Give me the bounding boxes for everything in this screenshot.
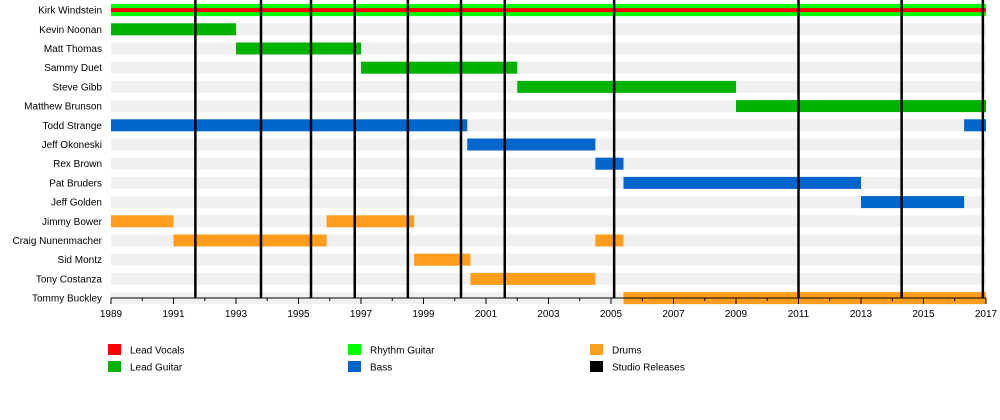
studio-release-line-3 — [353, 0, 356, 298]
legend-swatch-lead-guitar — [108, 361, 121, 372]
member-bars — [111, 4, 986, 305]
legend-swatch-lead-vocals — [108, 344, 121, 355]
x-tick-label-2013: 2013 — [850, 309, 873, 320]
studio-release-line-8 — [797, 0, 800, 298]
studio-release-line-2 — [309, 0, 313, 298]
legend-label-drums: Drums — [612, 346, 641, 357]
member-label-kirk-windstein: Kirk Windstein — [38, 6, 102, 17]
bar-steve-gibb-lead-guitar-0 — [517, 80, 736, 93]
x-tick-label-1999: 1999 — [412, 309, 435, 320]
legend-swatch-bass — [348, 361, 361, 372]
legend-label-lead-vocals: Lead Vocals — [130, 346, 185, 357]
legend-label-lead-guitar: Lead Guitar — [130, 363, 183, 374]
x-axis: 1989 1991 1993 1995 1997 1999 2001 2003 2005 2007… — [100, 297, 998, 320]
x-tick-label-1993: 1993 — [225, 309, 248, 320]
x-tick-label-2001: 2001 — [475, 309, 498, 320]
member-label-rex-brown: Rex Brown — [53, 159, 102, 170]
member-label-kevin-noonan: Kevin Noonan — [39, 25, 102, 36]
studio-release-lines — [194, 0, 985, 298]
row-stripe-kevin-noonan — [111, 23, 986, 36]
member-label-todd-strange: Todd Strange — [43, 121, 103, 132]
row-stripe-sammy-duet — [111, 61, 986, 74]
studio-release-line-9 — [900, 0, 903, 298]
bar-sid-montz-drums-0 — [414, 253, 471, 266]
legend-swatch-drums — [590, 344, 603, 355]
row-stripe-jimmy-bower — [111, 215, 986, 228]
bar-jeff-okoneski-bass-0 — [467, 138, 596, 151]
studio-release-line-0 — [194, 0, 197, 298]
x-tick-label-1997: 1997 — [350, 309, 373, 320]
member-labels: Kirk Windstein Kevin Noonan Matt Thomas Sam… — [13, 6, 103, 305]
bar-craig-nunenmacher-drums-1 — [595, 234, 624, 247]
bar-kirk-windstein-lead-vocals-1 — [111, 8, 986, 13]
bar-matt-thomas-lead-guitar-0 — [236, 42, 361, 55]
member-label-matt-thomas: Matt Thomas — [44, 44, 102, 55]
member-label-pat-bruders: Pat Bruders — [49, 178, 102, 189]
studio-release-line-1 — [259, 0, 263, 298]
x-tick-label-2003: 2003 — [537, 309, 560, 320]
x-tick-label-1995: 1995 — [287, 309, 310, 320]
bar-todd-strange-bass-0 — [111, 119, 468, 132]
studio-release-line-7 — [612, 0, 616, 298]
member-label-tony-costanza: Tony Costanza — [36, 274, 103, 285]
studio-release-line-4 — [406, 0, 410, 298]
legend-swatch-studio-releases — [590, 361, 603, 372]
bar-craig-nunenmacher-drums-0 — [173, 234, 327, 247]
bar-jimmy-bower-drums-0 — [111, 215, 174, 228]
bar-jeff-golden-bass-0 — [861, 196, 965, 209]
member-label-tommy-buckley: Tommy Buckley — [32, 294, 102, 305]
studio-release-line-10 — [981, 0, 985, 298]
x-tick-label-2009: 2009 — [725, 309, 748, 320]
member-label-steve-gibb: Steve Gibb — [53, 82, 103, 93]
studio-release-line-5 — [459, 0, 463, 298]
row-stripe-rex-brown — [111, 157, 986, 170]
bar-kevin-noonan-lead-guitar-0 — [111, 23, 236, 36]
x-tick-label-1991: 1991 — [162, 309, 185, 320]
member-label-jeff-okoneski: Jeff Okoneski — [42, 140, 102, 151]
bar-jimmy-bower-drums-1 — [326, 215, 415, 228]
bar-sammy-duet-lead-guitar-0 — [361, 61, 518, 74]
member-label-matthew-brunson: Matthew Brunson — [24, 102, 102, 113]
legend-label-studio-releases: Studio Releases — [612, 363, 685, 374]
legend: Lead Vocals Lead Guitar Rhythm Guitar Bass D… — [108, 344, 685, 374]
bar-matthew-brunson-lead-guitar-0 — [736, 100, 986, 113]
legend-swatch-rhythm-guitar — [348, 344, 361, 355]
member-label-sammy-duet: Sammy Duet — [44, 63, 102, 74]
row-stripe-sid-montz — [111, 253, 986, 266]
bar-tony-costanza-drums-0 — [470, 272, 596, 285]
legend-label-bass: Bass — [370, 363, 392, 374]
x-tick-label-2011: 2011 — [788, 309, 810, 320]
bar-rex-brown-bass-0 — [595, 157, 624, 170]
bar-pat-bruders-bass-0 — [623, 176, 861, 189]
legend-label-rhythm-guitar: Rhythm Guitar — [370, 346, 435, 357]
x-tick-label-2005: 2005 — [600, 309, 623, 320]
x-tick-label-2015: 2015 — [912, 309, 935, 320]
x-tick-label-2017: 2017 — [975, 309, 998, 320]
row-stripe-jeff-golden — [111, 196, 986, 209]
row-stripe-craig-nunenmacher — [111, 234, 986, 247]
studio-release-line-6 — [503, 0, 506, 298]
bar-todd-strange-bass-1 — [964, 119, 986, 132]
member-label-sid-montz: Sid Montz — [58, 255, 102, 266]
member-label-jimmy-bower: Jimmy Bower — [42, 217, 103, 228]
member-label-craig-nunenmacher: Craig Nunenmacher — [13, 236, 103, 247]
x-tick-label-1989: 1989 — [100, 309, 123, 320]
x-tick-label-2007: 2007 — [662, 309, 685, 320]
member-label-jeff-golden: Jeff Golden — [51, 198, 102, 209]
